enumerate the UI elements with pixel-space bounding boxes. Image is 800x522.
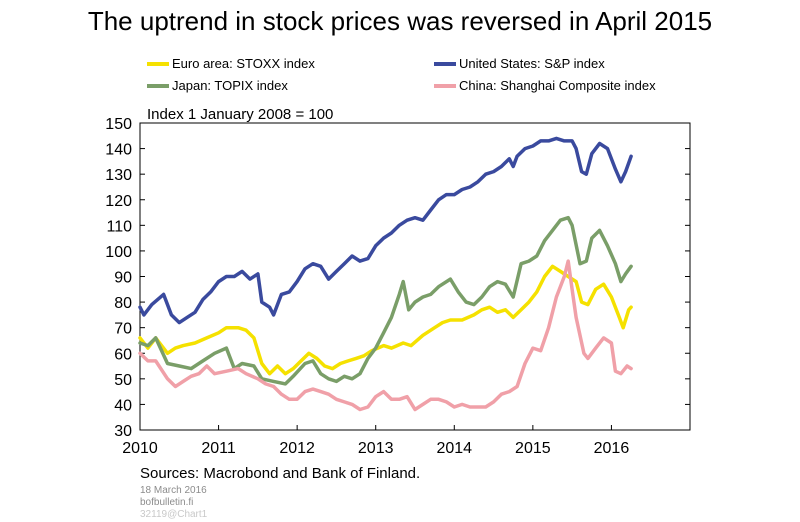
y-tick-label: 40 xyxy=(114,397,132,414)
x-tick-label: 2013 xyxy=(358,440,394,457)
y-tick-label: 80 xyxy=(114,295,132,312)
plot-frame xyxy=(139,122,691,431)
chart-id: 32119@Chart1 xyxy=(140,509,208,520)
publication-date: 18 March 2016 xyxy=(140,485,207,496)
x-tick-label: 2015 xyxy=(515,440,551,457)
y-tick-label: 120 xyxy=(105,193,132,210)
x-tick-label: 2014 xyxy=(436,440,472,457)
legend-label-japan: Japan: TOPIX index xyxy=(172,78,288,93)
legend-swatch-china xyxy=(434,83,456,88)
legend-swatch-us xyxy=(434,61,456,66)
legend-swatch-euro xyxy=(147,61,169,66)
y-tick-label: 70 xyxy=(114,321,132,338)
legend-japan: Japan: TOPIX index xyxy=(147,78,288,94)
us-sp-line xyxy=(138,136,633,325)
sources-note: Sources: Macrobond and Bank of Finland. xyxy=(140,465,421,482)
x-tick-label: 2016 xyxy=(594,440,630,457)
site-name: bofbulletin.fi xyxy=(140,497,194,508)
y-tick-label: 140 xyxy=(105,142,132,159)
legend-china: China: Shanghai Composite index xyxy=(434,78,656,94)
chart-title: The uptrend in stock prices was reversed… xyxy=(87,6,713,36)
legend-label-china: China: Shanghai Composite index xyxy=(459,78,656,93)
y-tick-label: 110 xyxy=(106,218,132,235)
y-tick-label: 50 xyxy=(114,372,132,389)
line-chart: 30 40 50 60 70 80 90 100 110 120 130 140 150 2010 2011… xyxy=(105,116,691,457)
y-tick-label: 30 xyxy=(114,423,132,440)
x-tick-label: 2011 xyxy=(201,440,236,457)
china-shanghai-line xyxy=(138,259,633,412)
legend-euro: Euro area: STOXX index xyxy=(147,56,315,72)
legend-label-euro: Euro area: STOXX index xyxy=(172,56,315,71)
legend-us: United States: S&P index xyxy=(434,56,605,72)
euro-area-stoxx-line xyxy=(138,264,633,376)
y-tick-label: 60 xyxy=(114,346,132,363)
y-tick-label: 150 xyxy=(105,116,132,133)
y-tick-label: 130 xyxy=(105,167,132,184)
japan-topix-line xyxy=(138,215,633,386)
legend-label-us: United States: S&P index xyxy=(459,56,605,71)
y-tick-label: 90 xyxy=(114,270,132,287)
legend-swatch-japan xyxy=(147,83,169,88)
x-tick-label: 2012 xyxy=(279,440,315,457)
y-tick-label: 100 xyxy=(105,244,132,261)
x-tick-label: 2010 xyxy=(122,440,158,457)
y-axis-unit-label: Index 1 January 2008 = 100 xyxy=(147,106,334,123)
